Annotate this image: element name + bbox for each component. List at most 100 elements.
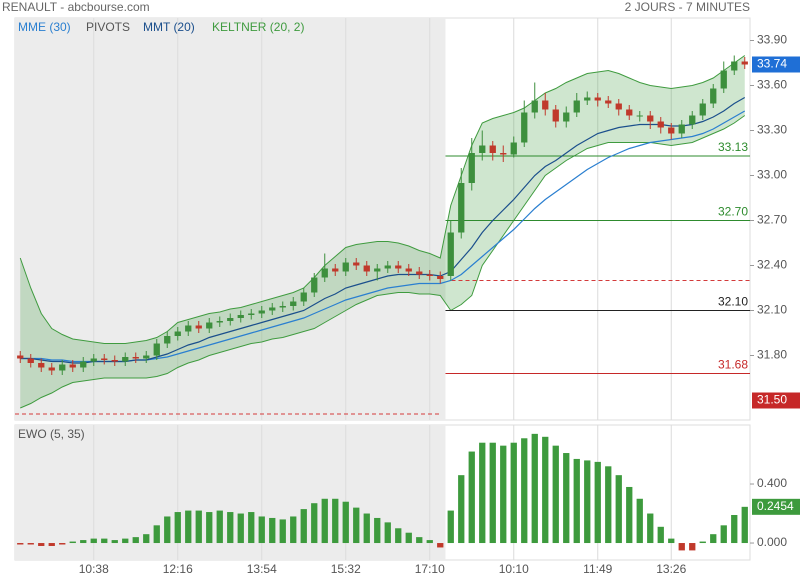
bar [174,512,181,544]
bar [500,445,507,544]
x-tick-label: 13:26 [656,562,686,576]
price-marker [752,392,800,409]
candle-body [720,70,727,89]
candle-body [500,153,507,155]
bar [395,528,402,544]
x-tick-label: 13:54 [247,562,277,576]
y-tick-label: 33.90 [757,33,787,47]
bar [584,460,591,544]
candle-body [510,142,517,155]
bar [258,516,265,544]
bar [542,436,549,544]
x-tick-label: 11:49 [583,562,612,576]
chart-title: RENAULT - abcbourse.com [2,0,150,14]
bar [321,498,328,544]
candle-body [531,100,538,113]
pivot-label: 32.70 [718,205,748,219]
candle-body [80,361,87,368]
candle-body [405,268,412,272]
bar [741,506,748,544]
bar [143,534,150,544]
candle-body [227,318,234,321]
candle-body [174,331,181,336]
candle-body [573,100,580,113]
candle-body [710,88,717,104]
bar [248,512,255,544]
candle-body [332,268,339,272]
candle-body [90,358,97,362]
x-tick-label: 15:32 [331,562,361,576]
bar [38,543,45,546]
y-tick-label: 33.30 [757,123,787,137]
candle-body [468,153,475,183]
price-marker-label: 31.50 [757,393,787,407]
x-tick-label: 10:10 [499,562,529,576]
candle-body [636,115,643,117]
panel-title: EWO (5, 35) [18,427,85,441]
bar [636,498,643,544]
bar [458,475,465,544]
candle-body [384,265,391,269]
bar [479,442,486,544]
bar [69,541,76,544]
candle-body [132,357,139,359]
candle-body [395,265,402,269]
bar [237,513,244,544]
candle-body [143,355,150,359]
candle-body [552,109,559,122]
bar [300,509,307,544]
legend-entry: MME (30) [18,20,71,34]
candle-body [678,124,685,134]
bar [573,458,580,544]
candle-body [416,271,423,275]
candle-body [279,306,286,308]
pivot-label: 32.10 [718,295,748,309]
bar [384,522,391,544]
bar [563,453,570,544]
bar [489,442,496,544]
y-tick-label: 32.70 [757,213,787,227]
candle-body [521,112,528,143]
candle-body [258,310,265,314]
candle-body [426,274,433,276]
bar [594,461,601,544]
candle-body [353,262,360,266]
period-label: 2 JOURS - 7 MINUTES [625,0,750,14]
bar [615,475,622,544]
candle-body [27,358,34,363]
y-tick-label: 31.80 [757,348,787,362]
x-tick-label: 12:16 [163,562,193,576]
bar [153,525,160,544]
candle-body [69,364,76,368]
candle-body [248,313,255,315]
candle-body [290,301,297,306]
bar [290,516,297,544]
bar [342,501,349,544]
bar [552,445,559,544]
candle-body [300,292,307,302]
y-tick-label: 0.400 [757,476,787,490]
candle-body [647,115,654,122]
candle-body [615,103,622,110]
bar [216,510,223,544]
value-marker [752,498,800,515]
keltner-fill [20,55,745,408]
bar [647,513,654,544]
bar [447,510,454,544]
bar [720,525,727,544]
candle-body [479,145,486,153]
candle-body [458,183,465,233]
candle-body [605,100,612,104]
candle-body [489,145,496,153]
candle-body [437,276,444,279]
bar [111,540,118,544]
price-marker [752,56,800,73]
y-tick-label: 32.40 [757,258,787,272]
bar [468,451,475,544]
candle-body [269,307,276,311]
bar [374,517,381,544]
legend-entry: KELTNER (20, 2) [212,20,304,34]
y-tick-label: 33.00 [757,168,787,182]
bar [521,438,528,544]
